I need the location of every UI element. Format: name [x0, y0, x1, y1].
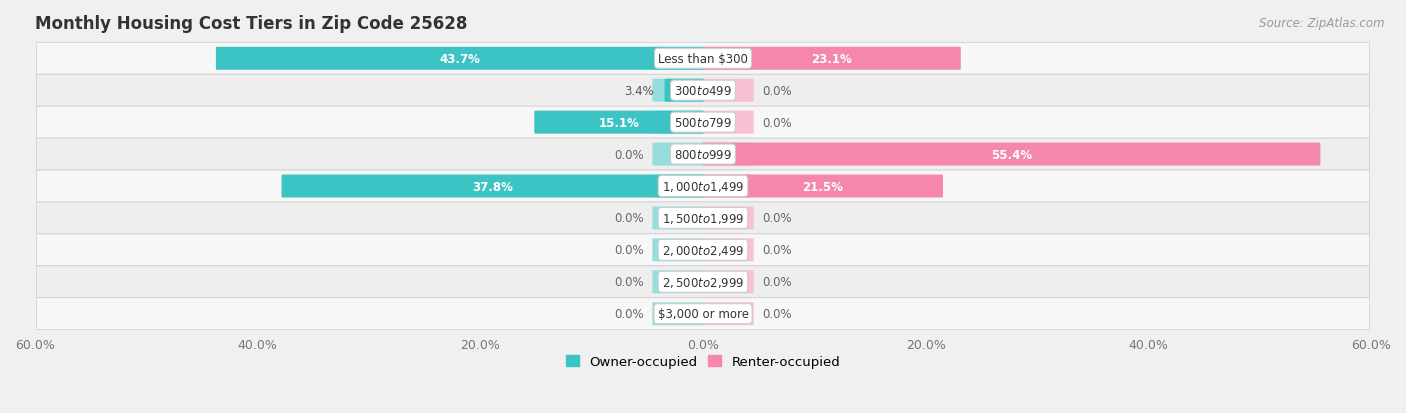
FancyBboxPatch shape: [703, 207, 754, 230]
Text: Source: ZipAtlas.com: Source: ZipAtlas.com: [1260, 17, 1385, 29]
FancyBboxPatch shape: [652, 112, 703, 134]
FancyBboxPatch shape: [703, 80, 754, 102]
FancyBboxPatch shape: [37, 43, 1369, 75]
Text: $300 to $499: $300 to $499: [673, 85, 733, 97]
FancyBboxPatch shape: [703, 175, 754, 198]
Text: $3,000 or more: $3,000 or more: [658, 308, 748, 320]
FancyBboxPatch shape: [652, 302, 703, 325]
Text: 0.0%: 0.0%: [614, 212, 644, 225]
FancyBboxPatch shape: [665, 80, 703, 102]
Text: 0.0%: 0.0%: [614, 275, 644, 289]
Text: 3.4%: 3.4%: [624, 85, 654, 97]
Text: 0.0%: 0.0%: [762, 116, 792, 129]
Text: 55.4%: 55.4%: [991, 148, 1032, 161]
FancyBboxPatch shape: [652, 239, 703, 262]
FancyBboxPatch shape: [703, 175, 943, 198]
FancyBboxPatch shape: [652, 80, 703, 102]
FancyBboxPatch shape: [703, 302, 754, 325]
FancyBboxPatch shape: [534, 112, 703, 134]
FancyBboxPatch shape: [281, 175, 703, 198]
FancyBboxPatch shape: [703, 47, 754, 71]
FancyBboxPatch shape: [37, 75, 1369, 107]
Text: 23.1%: 23.1%: [811, 52, 852, 66]
Text: 0.0%: 0.0%: [614, 308, 644, 320]
Legend: Owner-occupied, Renter-occupied: Owner-occupied, Renter-occupied: [560, 350, 846, 373]
Text: 0.0%: 0.0%: [762, 244, 792, 257]
Text: $2,000 to $2,499: $2,000 to $2,499: [662, 243, 744, 257]
Text: 37.8%: 37.8%: [472, 180, 513, 193]
Text: 21.5%: 21.5%: [803, 180, 844, 193]
FancyBboxPatch shape: [652, 47, 703, 71]
FancyBboxPatch shape: [217, 47, 703, 71]
FancyBboxPatch shape: [37, 234, 1369, 266]
Text: 0.0%: 0.0%: [762, 275, 792, 289]
Text: 0.0%: 0.0%: [614, 244, 644, 257]
FancyBboxPatch shape: [652, 143, 703, 166]
FancyBboxPatch shape: [37, 202, 1369, 234]
Text: 0.0%: 0.0%: [762, 212, 792, 225]
Text: $500 to $799: $500 to $799: [673, 116, 733, 129]
Text: 0.0%: 0.0%: [614, 148, 644, 161]
Text: $1,500 to $1,999: $1,500 to $1,999: [662, 211, 744, 225]
FancyBboxPatch shape: [652, 271, 703, 294]
FancyBboxPatch shape: [703, 143, 754, 166]
FancyBboxPatch shape: [703, 143, 1320, 166]
FancyBboxPatch shape: [37, 139, 1369, 171]
Text: $2,500 to $2,999: $2,500 to $2,999: [662, 275, 744, 289]
Text: $1,000 to $1,499: $1,000 to $1,499: [662, 180, 744, 194]
FancyBboxPatch shape: [703, 112, 754, 134]
Text: Monthly Housing Cost Tiers in Zip Code 25628: Monthly Housing Cost Tiers in Zip Code 2…: [35, 15, 467, 33]
FancyBboxPatch shape: [703, 47, 960, 71]
FancyBboxPatch shape: [652, 175, 703, 198]
FancyBboxPatch shape: [37, 107, 1369, 139]
Text: 43.7%: 43.7%: [439, 52, 481, 66]
FancyBboxPatch shape: [703, 271, 754, 294]
Text: 0.0%: 0.0%: [762, 308, 792, 320]
Text: 15.1%: 15.1%: [599, 116, 640, 129]
FancyBboxPatch shape: [37, 266, 1369, 298]
Text: Less than $300: Less than $300: [658, 52, 748, 66]
FancyBboxPatch shape: [703, 239, 754, 262]
FancyBboxPatch shape: [37, 171, 1369, 202]
FancyBboxPatch shape: [652, 207, 703, 230]
Text: 0.0%: 0.0%: [762, 85, 792, 97]
Text: $800 to $999: $800 to $999: [673, 148, 733, 161]
FancyBboxPatch shape: [37, 298, 1369, 330]
